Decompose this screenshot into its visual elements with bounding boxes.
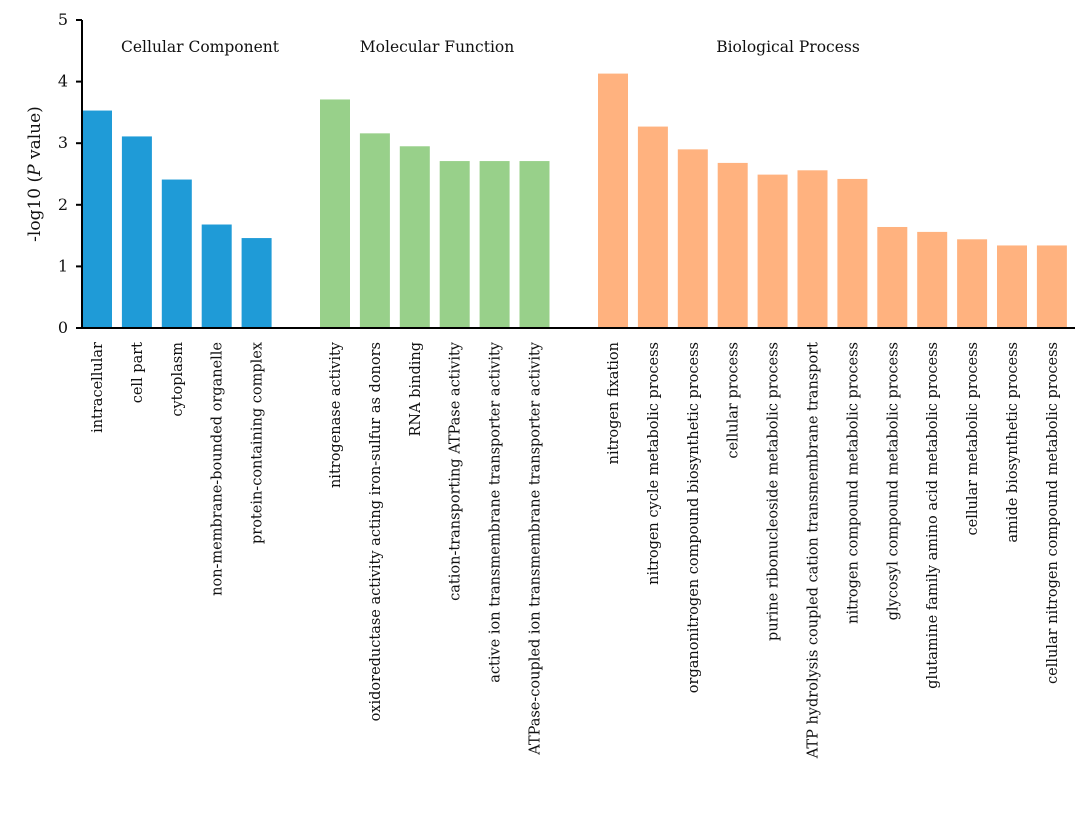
y-tick-label: 2: [58, 195, 68, 214]
category-label: glycosyl compound metabolic process: [885, 342, 901, 620]
bar: [917, 231, 948, 328]
category-label: cation-transporting ATPase activity: [448, 341, 464, 601]
category-label: cellular metabolic process: [965, 342, 981, 535]
bar: [439, 161, 470, 328]
y-tick-label: 5: [58, 10, 68, 29]
category-label: non-membrane-bounded organelle: [210, 342, 226, 596]
category-label: purine ribonucleoside metabolic process: [766, 342, 782, 641]
bar: [161, 179, 192, 328]
category-label: cytoplasm: [170, 342, 186, 417]
category-label: nitrogen fixation: [606, 342, 622, 464]
y-tick-label: 3: [58, 133, 68, 152]
group-titles: Cellular Component Molecular Function Biol…: [121, 38, 860, 56]
y-axis-title-prefix: -log10 (: [25, 176, 45, 242]
bar: [359, 133, 390, 328]
category-label: cell part: [130, 342, 146, 403]
bar: [637, 126, 668, 329]
y-tick-label: 4: [58, 72, 68, 91]
bar: [837, 178, 868, 328]
category-label: protein-containing complex: [250, 342, 266, 544]
category-label: active ion transmembrane transporter act…: [488, 341, 504, 683]
bar: [399, 146, 430, 328]
group-title: Cellular Component: [121, 38, 280, 56]
category-label: oxidoreductase activity acting iron-sulf…: [368, 342, 384, 721]
bar: [797, 170, 828, 328]
category-label: glutamine family amino acid metabolic pr…: [925, 342, 941, 689]
y-axis-title-italic: P: [25, 164, 45, 177]
bar: [121, 136, 152, 328]
category-label: cellular process: [726, 342, 742, 459]
bar: [598, 73, 628, 328]
category-label: amide biosynthetic process: [1005, 342, 1021, 543]
bar: [201, 224, 232, 328]
bar: [997, 245, 1027, 328]
group-title: Biological Process: [716, 38, 860, 56]
y-tick-label: 0: [58, 318, 68, 337]
category-label: RNA binding: [408, 342, 424, 436]
bar: [519, 161, 550, 328]
category-labels: intracellular cell part cytoplasm non-membr…: [90, 341, 1061, 759]
y-axis-title-suffix: value): [25, 106, 45, 164]
category-label: ATPase-coupled ion transmembrane transpo…: [528, 341, 544, 756]
category-label: nitrogen compound metabolic process: [845, 342, 861, 624]
y-tick-label: 1: [58, 256, 68, 275]
bar: [479, 161, 510, 328]
category-label: organonitrogen compound biosynthetic pro…: [686, 342, 702, 693]
bar: [757, 174, 788, 328]
bar: [957, 239, 988, 328]
category-label: intracellular: [90, 342, 106, 433]
category-label: ATP hydrolysis coupled cation transmembr…: [806, 342, 822, 759]
bar: [82, 110, 112, 328]
axes-layer: [81, 20, 1075, 329]
y-axis-title: -log10 (P value): [25, 106, 45, 242]
bar: [877, 226, 908, 328]
category-label: nitrogenase activity: [328, 341, 344, 488]
group-title: Molecular Function: [360, 38, 514, 56]
y-ticks: 0 1 2 3 4 5: [58, 10, 82, 337]
bars-layer: [82, 73, 1067, 329]
bar: [320, 99, 350, 329]
bar: [1036, 245, 1067, 328]
category-label: nitrogen cycle metabolic process: [646, 342, 662, 585]
bar: [717, 162, 748, 328]
bar: [677, 149, 708, 328]
bar: [241, 238, 272, 328]
category-label: cellular nitrogen compound metabolic pro…: [1045, 342, 1061, 684]
